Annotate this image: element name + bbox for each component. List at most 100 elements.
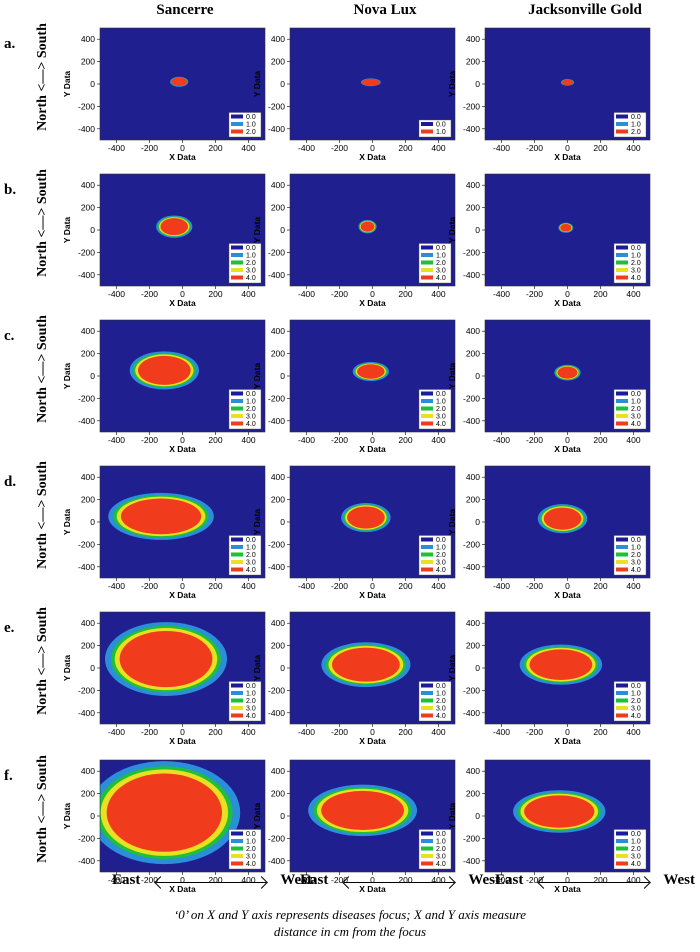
legend-label: 1.0 bbox=[246, 253, 256, 260]
legend-label: 2.0 bbox=[631, 406, 641, 413]
x-tick-label: 200 bbox=[208, 143, 222, 153]
legend-label: 4.0 bbox=[246, 713, 256, 720]
heatmap-svg: -400 -200 0 200 400 X Data 400 200 0 -200 -400 Y Da… bbox=[62, 611, 266, 746]
x-tick-label: 400 bbox=[431, 143, 445, 153]
north-south-text: North <—> South bbox=[35, 315, 50, 423]
y-tick-label: -200 bbox=[268, 101, 285, 111]
y-tick-label: -200 bbox=[463, 539, 480, 549]
legend-label: 3.0 bbox=[436, 706, 446, 713]
legend-label: 0.0 bbox=[631, 537, 641, 544]
x-tick-label: -200 bbox=[331, 875, 348, 885]
x-tick-label: -400 bbox=[493, 727, 510, 737]
legend-label: 1.0 bbox=[246, 545, 256, 552]
legend-label: 4.0 bbox=[631, 421, 641, 428]
x-tick-label: -400 bbox=[298, 435, 315, 445]
legend-swatch bbox=[421, 268, 433, 272]
legend-swatch bbox=[616, 831, 628, 836]
infection-contour bbox=[332, 647, 400, 682]
y-tick-label: 0 bbox=[90, 79, 95, 89]
y-tick-label: 0 bbox=[280, 663, 285, 673]
y-tick-label: 200 bbox=[81, 203, 95, 213]
x-axis-label: X Data bbox=[169, 590, 196, 600]
legend-swatch bbox=[421, 406, 433, 411]
y-axis-label: Y Data bbox=[447, 71, 457, 98]
legend-label: 1.0 bbox=[631, 691, 641, 698]
x-tick-label: -400 bbox=[298, 875, 315, 885]
legend-swatch bbox=[616, 268, 628, 272]
y-tick-label: -200 bbox=[268, 393, 285, 403]
direction-jacksonville-gold: East West bbox=[495, 872, 695, 894]
legend-swatch bbox=[421, 537, 433, 542]
y-axis-label: Y Data bbox=[447, 655, 457, 682]
col-title-nova-lux: Nova Lux bbox=[353, 2, 417, 18]
y-tick-label: 200 bbox=[81, 641, 95, 651]
legend-swatch bbox=[231, 846, 243, 851]
legend-label: 0.0 bbox=[246, 831, 256, 838]
legend-swatch bbox=[421, 391, 433, 396]
x-tick-label: -400 bbox=[493, 289, 510, 299]
x-tick-label: 0 bbox=[565, 875, 570, 885]
y-tick-label: 400 bbox=[466, 326, 480, 336]
legend-label: 1.0 bbox=[631, 545, 641, 552]
y-tick-label: 200 bbox=[81, 495, 95, 505]
legend-label: 3.0 bbox=[436, 414, 446, 421]
y-tick-label: 0 bbox=[280, 225, 285, 235]
infection-contour bbox=[557, 366, 578, 379]
y-axis-label: Y Data bbox=[252, 509, 262, 536]
x-tick-label: -400 bbox=[298, 143, 315, 153]
y-tick-label: 200 bbox=[271, 57, 285, 67]
x-tick-label: 400 bbox=[241, 875, 255, 885]
x-tick-label: 0 bbox=[370, 875, 375, 885]
y-tick-label: 200 bbox=[81, 349, 95, 359]
legend-label: 0.0 bbox=[436, 391, 446, 398]
legend-swatch bbox=[421, 545, 433, 549]
legend-swatch bbox=[231, 414, 243, 418]
north-south-text: North <—> South bbox=[35, 169, 50, 277]
x-tick-label: 400 bbox=[431, 875, 445, 885]
x-axis-label: X Data bbox=[554, 884, 581, 894]
legend-swatch bbox=[231, 839, 243, 843]
y-tick-label: 400 bbox=[81, 180, 95, 190]
legend-label: 2.0 bbox=[631, 129, 641, 136]
legend-swatch bbox=[421, 567, 433, 572]
legend-label: 0.0 bbox=[246, 683, 256, 690]
heatmap-svg: -400 -200 0 200 400 X Data 400 200 0 -200 -400 Y Da… bbox=[447, 173, 651, 308]
legend-label: 3.0 bbox=[436, 560, 446, 567]
legend-label: 0.0 bbox=[246, 537, 256, 544]
legend-label: 0.0 bbox=[246, 245, 256, 252]
x-axis-label: X Data bbox=[169, 736, 196, 746]
north-south-label: North <—> South bbox=[35, 606, 50, 716]
north-south-label: North <—> South bbox=[35, 460, 50, 570]
y-tick-label: 0 bbox=[475, 663, 480, 673]
legend-label: 1.0 bbox=[436, 839, 446, 846]
x-tick-label: 0 bbox=[565, 727, 570, 737]
x-tick-label: 400 bbox=[241, 727, 255, 737]
y-tick-label: 400 bbox=[271, 472, 285, 482]
legend-label: 0.0 bbox=[631, 391, 641, 398]
x-tick-label: 0 bbox=[180, 581, 185, 591]
double-arrow-icon bbox=[344, 882, 454, 883]
x-tick-label: 200 bbox=[208, 875, 222, 885]
heatmap-panel: -400 -200 0 200 400 X Data 400 200 0 -200 -400 Y Da… bbox=[62, 27, 266, 167]
legend-swatch bbox=[231, 114, 243, 119]
x-axis-label: X Data bbox=[359, 736, 386, 746]
heatmap-svg: -400 -200 0 200 400 X Data 400 200 0 -200 -400 Y Da… bbox=[252, 319, 456, 454]
x-axis-label: X Data bbox=[359, 298, 386, 308]
infection-contour bbox=[321, 790, 404, 830]
x-tick-label: 400 bbox=[626, 289, 640, 299]
infection-contour bbox=[560, 223, 572, 232]
y-tick-label: -200 bbox=[78, 393, 95, 403]
x-tick-label: -200 bbox=[141, 143, 158, 153]
x-tick-label: 400 bbox=[241, 289, 255, 299]
legend-swatch bbox=[231, 399, 243, 403]
legend-label: 4.0 bbox=[631, 275, 641, 282]
y-tick-label: -200 bbox=[268, 539, 285, 549]
legend-label: 0.0 bbox=[436, 122, 446, 129]
legend-label: 0.0 bbox=[631, 831, 641, 838]
infection-contour bbox=[120, 498, 202, 535]
y-axis-label: Y Data bbox=[252, 71, 262, 98]
legend-swatch bbox=[421, 414, 433, 418]
y-tick-label: -400 bbox=[463, 416, 480, 426]
legend-swatch bbox=[421, 839, 433, 843]
legend-label: 2.0 bbox=[631, 846, 641, 853]
